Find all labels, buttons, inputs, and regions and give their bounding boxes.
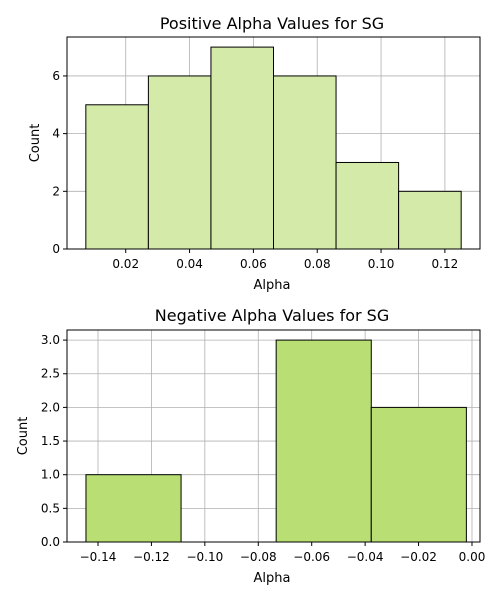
y-tick-label: 2.0 [41,400,60,414]
y-tick-label: 0.0 [41,535,60,549]
y-tick-label: 2 [52,184,60,198]
histogram-bar [335,161,400,250]
x-tick-label: 0.10 [368,257,395,271]
x-tick-label: −0.06 [293,550,330,564]
chart-title: Negative Alpha Values for SG [155,306,389,325]
x-tick-label: −0.02 [400,550,437,564]
x-tick-label: −0.10 [186,550,223,564]
histogram-bar [398,190,462,250]
histogram-bar [275,339,372,543]
x-tick-label: 0.02 [112,257,139,271]
y-tick-label: 4 [52,127,60,141]
axes-frame [66,36,481,250]
negative-alpha-histogram: Negative Alpha Values for SG −0.14 −0.12 −… [16,306,485,586]
y-tick-label: 2.5 [41,367,60,381]
x-tick-label: 0.12 [432,257,459,271]
x-tick-label: 0.04 [176,257,203,271]
x-tick-label: 0.00 [459,550,486,564]
y-axis-label: Count [28,124,43,163]
x-tick-label: −0.14 [80,550,117,564]
histogram-bar [147,75,212,250]
x-tick-label: −0.12 [133,550,170,564]
y-tick-label: 3.0 [41,333,60,347]
y-tick-label: 6 [52,69,60,83]
histogram-bar [273,75,337,250]
x-tick-label: 0.06 [240,257,267,271]
x-tick-label: 0.08 [304,257,331,271]
histogram-bar [85,474,182,543]
x-axis-label: Alpha [254,571,291,586]
y-tick-label: 1.5 [41,434,60,448]
histogram-bar [85,104,149,250]
y-tick-label: 0.5 [41,501,60,515]
x-axis-label: Alpha [254,278,291,293]
x-tick-label: −0.08 [240,550,277,564]
y-axis-label: Count [16,417,31,456]
x-tick-label: −0.04 [347,550,384,564]
histogram-bar [370,406,467,543]
histogram-bar [210,46,275,250]
y-tick-label: 1.0 [41,468,60,482]
axes-frame [66,329,481,543]
chart-title: Positive Alpha Values for SG [160,14,384,33]
y-tick-label: 0 [52,242,60,256]
positive-alpha-histogram: Positive Alpha Values for SG 0.02 0.04 0.0… [28,14,481,293]
